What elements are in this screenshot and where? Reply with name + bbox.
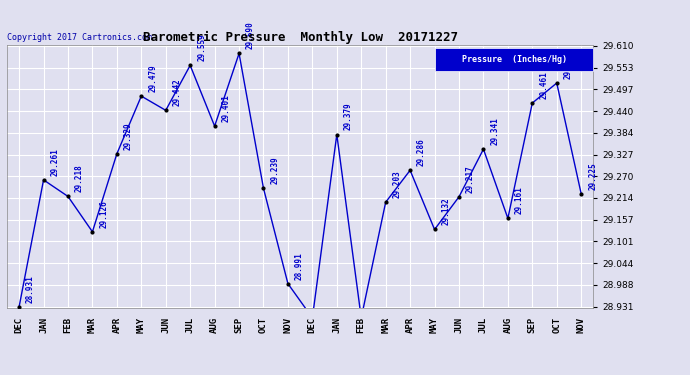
Text: 29.286: 29.286: [417, 138, 426, 166]
Text: 29.225: 29.225: [588, 162, 597, 190]
Text: 28.902: 28.902: [0, 374, 1, 375]
Text: 29.513: 29.513: [564, 51, 573, 79]
Text: 29.239: 29.239: [270, 156, 279, 184]
Text: 29.261: 29.261: [50, 148, 59, 176]
Text: 29.379: 29.379: [344, 103, 353, 130]
Text: 29.479: 29.479: [148, 64, 157, 92]
Text: 29.341: 29.341: [491, 117, 500, 145]
Title: Barometric Pressure  Monthly Low  20171227: Barometric Pressure Monthly Low 20171227: [143, 31, 457, 44]
Text: 29.442: 29.442: [172, 78, 181, 106]
Text: 29.401: 29.401: [221, 94, 230, 122]
Text: 28.931: 28.931: [26, 275, 35, 303]
Text: 29.126: 29.126: [99, 200, 108, 228]
Text: 29.329: 29.329: [124, 122, 132, 150]
Text: Copyright 2017 Cartronics.com: Copyright 2017 Cartronics.com: [7, 33, 152, 42]
Text: 29.218: 29.218: [75, 165, 84, 192]
Text: 29.161: 29.161: [515, 186, 524, 214]
Text: 29.217: 29.217: [466, 165, 475, 193]
Text: 29.559: 29.559: [197, 33, 206, 61]
Text: 29.203: 29.203: [393, 170, 402, 198]
Text: Pressure  (Inches/Hg): Pressure (Inches/Hg): [462, 55, 566, 64]
FancyBboxPatch shape: [435, 48, 593, 71]
Text: 29.132: 29.132: [442, 198, 451, 225]
Text: 29.590: 29.590: [246, 21, 255, 49]
Text: 28.902: 28.902: [0, 374, 1, 375]
Text: 29.461: 29.461: [540, 71, 549, 99]
Text: 28.991: 28.991: [295, 252, 304, 279]
